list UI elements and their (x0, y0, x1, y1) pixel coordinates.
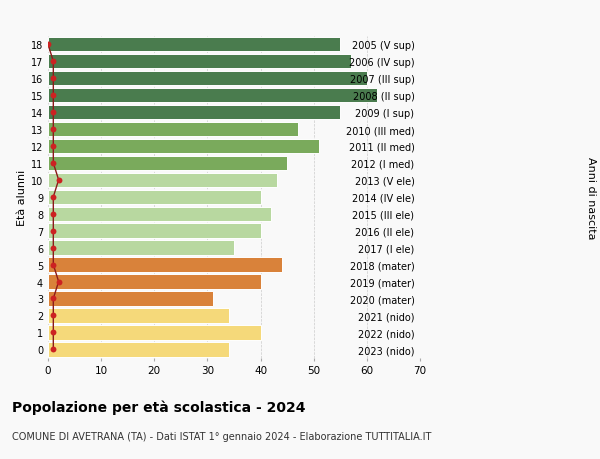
Bar (48, 308, 229, 323)
Point (49, 346, 58, 353)
Text: COMUNE DI AVETRANA (TA) - Dati ISTAT 1° gennaio 2024 - Elaborazione TUTTITALIA.I: COMUNE DI AVETRANA (TA) - Dati ISTAT 1° … (12, 431, 431, 442)
Point (49, 109, 58, 117)
Legend: Sec. II grado, Sec. I grado, Scuola Primaria, Scuola Infanzia, Asilo Nido, Stran: Sec. II grado, Sec. I grado, Scuola Prim… (0, 0, 478, 1)
Bar (48, 258, 282, 272)
Point (49, 228, 58, 235)
Point (49, 143, 58, 150)
Point (49, 329, 58, 336)
Point (49, 312, 58, 319)
Bar (48, 55, 351, 69)
Point (49, 75, 58, 83)
Point (49, 58, 58, 66)
Point (49, 194, 58, 201)
Bar (48, 190, 260, 205)
Bar (48, 173, 277, 188)
Y-axis label: Età alunni: Età alunni (17, 169, 26, 225)
Bar (48, 325, 260, 340)
Point (49, 126, 58, 134)
Bar (48, 275, 260, 289)
Bar (48, 157, 287, 171)
Point (49, 160, 58, 167)
Bar (48, 106, 340, 120)
Bar (48, 123, 298, 137)
Point (49, 295, 58, 302)
Point (54, 177, 64, 184)
Point (43, 41, 53, 49)
Bar (48, 291, 213, 306)
Bar (48, 224, 260, 238)
Point (49, 211, 58, 218)
Bar (48, 140, 319, 154)
Bar (48, 72, 367, 86)
Bar (48, 38, 340, 52)
Bar (48, 207, 271, 222)
Bar (48, 89, 377, 103)
Text: Anni di nascita: Anni di nascita (586, 156, 596, 239)
Bar (48, 342, 229, 357)
Text: Popolazione per età scolastica - 2024: Popolazione per età scolastica - 2024 (12, 399, 305, 414)
Point (49, 261, 58, 269)
Point (49, 92, 58, 100)
Point (54, 278, 64, 285)
Point (49, 245, 58, 252)
Bar (48, 241, 234, 255)
